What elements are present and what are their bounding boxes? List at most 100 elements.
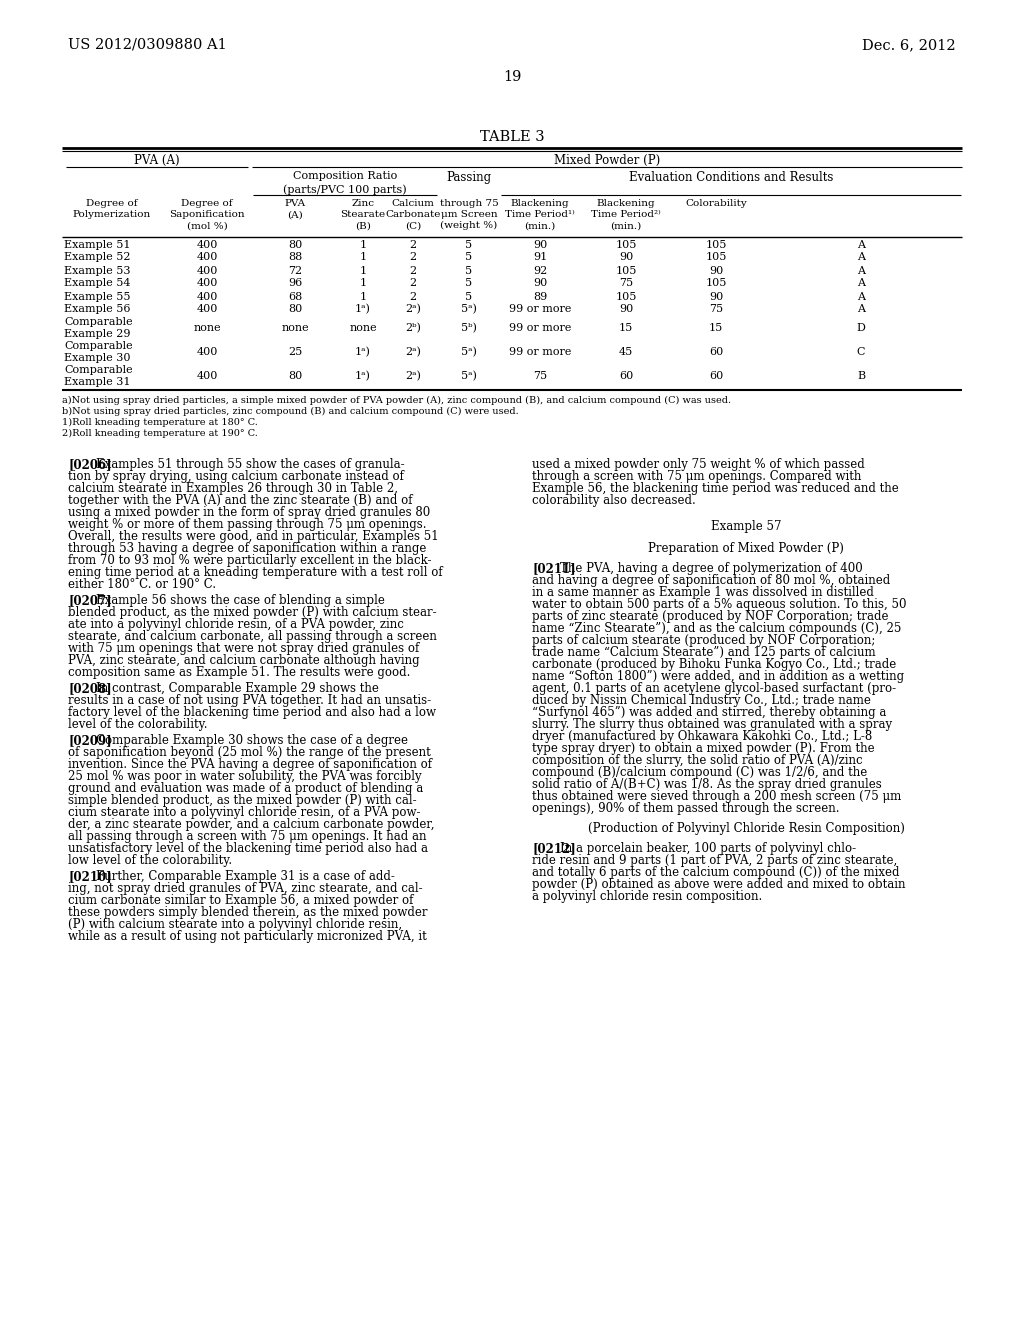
Text: Comparable: Comparable	[63, 341, 133, 351]
Text: factory level of the blackening time period and also had a low: factory level of the blackening time per…	[68, 706, 436, 719]
Text: duced by Nissin Chemical Industry Co., Ltd.; trade name: duced by Nissin Chemical Industry Co., L…	[532, 694, 870, 708]
Text: 60: 60	[709, 347, 723, 356]
Text: 5: 5	[466, 292, 472, 301]
Text: Example 31: Example 31	[63, 378, 130, 387]
Text: 90: 90	[618, 305, 633, 314]
Text: 2ᵇ): 2ᵇ)	[406, 323, 421, 333]
Text: Example 53: Example 53	[63, 265, 130, 276]
Text: Passing: Passing	[446, 172, 492, 183]
Text: ing, not spray dried granules of PVA, zinc stearate, and cal-: ing, not spray dried granules of PVA, zi…	[68, 882, 423, 895]
Text: C: C	[857, 347, 865, 356]
Text: Examples 51 through 55 show the cases of granula-: Examples 51 through 55 show the cases of…	[96, 458, 404, 471]
Text: PVA, zinc stearate, and calcium carbonate although having: PVA, zinc stearate, and calcium carbonat…	[68, 653, 420, 667]
Text: thus obtained were sieved through a 200 mesh screen (75 μm: thus obtained were sieved through a 200 …	[532, 789, 901, 803]
Text: calcium stearate in Examples 26 through 30 in Table 2,: calcium stearate in Examples 26 through …	[68, 482, 398, 495]
Text: blended product, as the mixed powder (P) with calcium stear-: blended product, as the mixed powder (P)…	[68, 606, 436, 619]
Text: Comparable: Comparable	[63, 366, 133, 375]
Text: 1ᵃ): 1ᵃ)	[355, 371, 371, 381]
Text: der, a zinc stearate powder, and a calcium carbonate powder,: der, a zinc stearate powder, and a calci…	[68, 818, 434, 832]
Text: 25: 25	[288, 347, 302, 356]
Text: [0210]: [0210]	[68, 870, 112, 883]
Text: powder (P) obtained as above were added and mixed to obtain: powder (P) obtained as above were added …	[532, 878, 905, 891]
Text: 400: 400	[197, 371, 218, 381]
Text: low level of the colorability.: low level of the colorability.	[68, 854, 232, 867]
Text: A: A	[857, 252, 865, 263]
Text: Example 56 shows the case of blending a simple: Example 56 shows the case of blending a …	[96, 594, 385, 607]
Text: B: B	[857, 371, 865, 381]
Text: Degree of
Polymerization: Degree of Polymerization	[73, 199, 152, 219]
Text: 89: 89	[532, 292, 547, 301]
Text: A: A	[857, 279, 865, 289]
Text: none: none	[194, 323, 221, 333]
Text: weight % or more of them passing through 75 μm openings.: weight % or more of them passing through…	[68, 517, 427, 531]
Text: in a same manner as Example 1 was dissolved in distilled: in a same manner as Example 1 was dissol…	[532, 586, 873, 599]
Text: 105: 105	[706, 279, 727, 289]
Text: 90: 90	[532, 239, 547, 249]
Text: these powders simply blended therein, as the mixed powder: these powders simply blended therein, as…	[68, 906, 427, 919]
Text: 88: 88	[288, 252, 302, 263]
Text: dryer (manufactured by Ohkawara Kakohki Co., Ltd.; L-8: dryer (manufactured by Ohkawara Kakohki …	[532, 730, 872, 743]
Text: Overall, the results were good, and in particular, Examples 51: Overall, the results were good, and in p…	[68, 531, 438, 543]
Text: 72: 72	[288, 265, 302, 276]
Text: 1ᵃ): 1ᵃ)	[355, 305, 371, 314]
Text: simple blended product, as the mixed powder (P) with cal-: simple blended product, as the mixed pow…	[68, 795, 417, 807]
Text: 60: 60	[709, 371, 723, 381]
Text: 400: 400	[197, 252, 218, 263]
Text: 92: 92	[532, 265, 547, 276]
Text: A: A	[857, 305, 865, 314]
Text: 400: 400	[197, 239, 218, 249]
Text: Further, Comparable Example 31 is a case of add-: Further, Comparable Example 31 is a case…	[96, 870, 395, 883]
Text: (P) with calcium stearate into a polyvinyl chloride resin,: (P) with calcium stearate into a polyvin…	[68, 917, 402, 931]
Text: 105: 105	[615, 292, 637, 301]
Text: Example 56, the blackening time period was reduced and the: Example 56, the blackening time period w…	[532, 482, 899, 495]
Text: (Production of Polyvinyl Chloride Resin Composition): (Production of Polyvinyl Chloride Resin …	[588, 822, 904, 836]
Text: 91: 91	[532, 252, 547, 263]
Text: 15: 15	[618, 323, 633, 333]
Text: 1: 1	[359, 252, 367, 263]
Text: 2ᵃ): 2ᵃ)	[406, 371, 421, 381]
Text: 5: 5	[466, 252, 472, 263]
Text: using a mixed powder in the form of spray dried granules 80: using a mixed powder in the form of spra…	[68, 506, 430, 519]
Text: [0207]: [0207]	[68, 594, 112, 607]
Text: Example 29: Example 29	[63, 329, 130, 339]
Text: 2ᵃ): 2ᵃ)	[406, 347, 421, 358]
Text: 400: 400	[197, 292, 218, 301]
Text: 1: 1	[359, 265, 367, 276]
Text: colorability also decreased.: colorability also decreased.	[532, 494, 695, 507]
Text: 80: 80	[288, 239, 302, 249]
Text: through 75
μm Screen
(weight %): through 75 μm Screen (weight %)	[439, 199, 499, 231]
Text: 1ᵃ): 1ᵃ)	[355, 347, 371, 358]
Text: [0212]: [0212]	[532, 842, 575, 855]
Text: solid ratio of A/(B+C) was 1/8. As the spray dried granules: solid ratio of A/(B+C) was 1/8. As the s…	[532, 777, 882, 791]
Text: trade name “Calcium Stearate”) and 125 parts of calcium: trade name “Calcium Stearate”) and 125 p…	[532, 645, 876, 659]
Text: 2)Roll kneading temperature at 190° C.: 2)Roll kneading temperature at 190° C.	[62, 429, 258, 438]
Text: 5ᵃ): 5ᵃ)	[461, 371, 477, 381]
Text: Dec. 6, 2012: Dec. 6, 2012	[862, 38, 956, 51]
Text: Composition Ratio
(parts/PVC 100 parts): Composition Ratio (parts/PVC 100 parts)	[284, 172, 407, 194]
Text: 2: 2	[410, 252, 417, 263]
Text: results in a case of not using PVA together. It had an unsatis-: results in a case of not using PVA toget…	[68, 694, 431, 708]
Text: Calcium
Carbonate
(C): Calcium Carbonate (C)	[385, 199, 440, 230]
Text: carbonate (produced by Bihoku Funka Kogyo Co., Ltd.; trade: carbonate (produced by Bihoku Funka Kogy…	[532, 657, 896, 671]
Text: ate into a polyvinyl chloride resin, of a PVA powder, zinc: ate into a polyvinyl chloride resin, of …	[68, 618, 403, 631]
Text: from 70 to 93 mol % were particularly excellent in the black-: from 70 to 93 mol % were particularly ex…	[68, 554, 431, 568]
Text: all passing through a screen with 75 μm openings. It had an: all passing through a screen with 75 μm …	[68, 830, 427, 843]
Text: parts of zinc stearate (produced by NOF Corporation; trade: parts of zinc stearate (produced by NOF …	[532, 610, 889, 623]
Text: 99 or more: 99 or more	[509, 347, 571, 356]
Text: and having a degree of saponification of 80 mol %, obtained: and having a degree of saponification of…	[532, 574, 890, 587]
Text: 105: 105	[615, 239, 637, 249]
Text: 2: 2	[410, 265, 417, 276]
Text: 1: 1	[359, 279, 367, 289]
Text: “Surfynol 465”) was added and stirred, thereby obtaining a: “Surfynol 465”) was added and stirred, t…	[532, 706, 887, 719]
Text: TABLE 3: TABLE 3	[479, 129, 545, 144]
Text: 400: 400	[197, 279, 218, 289]
Text: 2: 2	[410, 292, 417, 301]
Text: Example 54: Example 54	[63, 279, 130, 289]
Text: [0206]: [0206]	[68, 458, 112, 471]
Text: 15: 15	[709, 323, 723, 333]
Text: Evaluation Conditions and Results: Evaluation Conditions and Results	[629, 172, 834, 183]
Text: Colorability: Colorability	[685, 199, 746, 209]
Text: US 2012/0309880 A1: US 2012/0309880 A1	[68, 38, 226, 51]
Text: 5ᵇ): 5ᵇ)	[461, 323, 477, 333]
Text: with 75 μm openings that were not spray dried granules of: with 75 μm openings that were not spray …	[68, 642, 419, 655]
